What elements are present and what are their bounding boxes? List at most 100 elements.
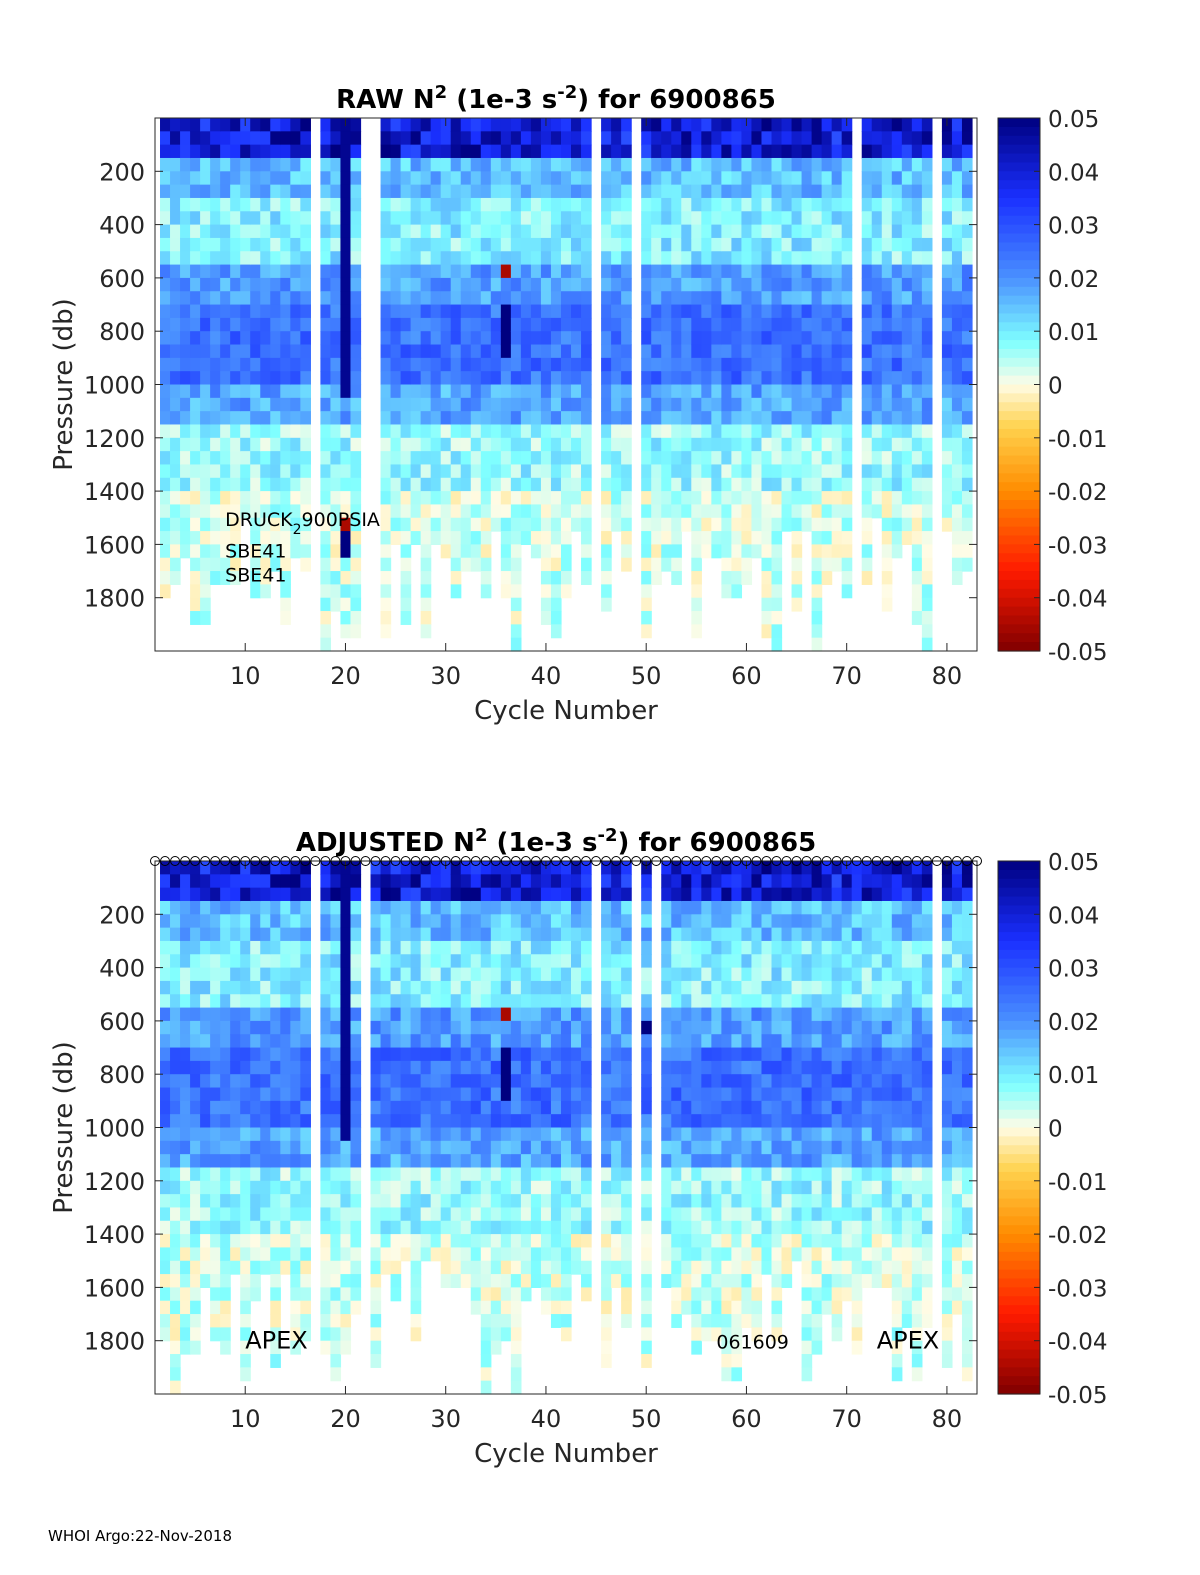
heatmap-cell bbox=[440, 1100, 452, 1115]
heatmap-cell bbox=[270, 927, 281, 942]
heatmap-cell bbox=[320, 1020, 332, 1035]
heatmap-cell bbox=[260, 1060, 271, 1075]
heatmap-cell bbox=[380, 861, 392, 875]
heatmap-cell bbox=[270, 224, 281, 239]
heatmap-cell bbox=[470, 1274, 482, 1288]
heatmap-cell bbox=[500, 437, 512, 452]
heatmap-cell bbox=[330, 1034, 342, 1049]
heatmap-cell bbox=[881, 477, 893, 492]
heatmap-cell bbox=[170, 131, 181, 146]
heatmap-cell bbox=[921, 517, 933, 532]
heatmap-cell bbox=[190, 927, 201, 942]
heatmap-cell bbox=[470, 1287, 482, 1302]
heatmap-cell bbox=[420, 1020, 432, 1035]
heatmap-cell bbox=[390, 1127, 402, 1142]
heatmap-cell bbox=[410, 1207, 422, 1222]
heatmap-cell bbox=[490, 411, 502, 426]
heatmap-cell bbox=[601, 994, 612, 1009]
heatmap-cell bbox=[951, 171, 963, 186]
heatmap-cell bbox=[160, 1327, 171, 1342]
heatmap-cell bbox=[210, 531, 221, 545]
heatmap-cell bbox=[180, 1100, 191, 1115]
heatmap-cell bbox=[210, 954, 221, 969]
heatmap-cell bbox=[290, 291, 301, 306]
heatmap-cell bbox=[681, 118, 692, 132]
heatmap-cell bbox=[340, 344, 352, 359]
heatmap-cell bbox=[661, 197, 672, 212]
heatmap-cell bbox=[220, 344, 231, 359]
heatmap-cell bbox=[240, 1287, 251, 1302]
heatmap-cell bbox=[490, 1060, 502, 1075]
heatmap-cell bbox=[540, 914, 552, 929]
y-tick-label: 400 bbox=[99, 212, 145, 240]
heatmap-cell bbox=[811, 1127, 823, 1142]
heatmap-cell bbox=[901, 277, 913, 292]
heatmap-cell bbox=[871, 277, 883, 292]
heatmap-cell bbox=[320, 1154, 332, 1169]
heatmap-cell bbox=[761, 1007, 773, 1022]
heatmap-cell bbox=[420, 491, 432, 506]
heatmap-cell bbox=[831, 384, 843, 399]
heatmap-cell bbox=[410, 1060, 422, 1075]
heatmap-cell bbox=[240, 397, 251, 412]
heatmap-cell bbox=[681, 251, 692, 266]
heatmap-cell bbox=[701, 118, 712, 132]
heatmap-cell bbox=[721, 251, 732, 266]
heatmap-cell bbox=[581, 900, 592, 915]
heatmap-cell bbox=[510, 1114, 522, 1129]
heatmap-cell bbox=[320, 1007, 332, 1022]
heatmap-cell bbox=[721, 980, 732, 995]
heatmap-cell bbox=[260, 994, 271, 1009]
heatmap-cell bbox=[841, 1234, 853, 1249]
heatmap-cell bbox=[530, 900, 542, 915]
heatmap-cell bbox=[410, 887, 422, 902]
heatmap-cell bbox=[691, 1114, 702, 1129]
heatmap-cell bbox=[581, 397, 592, 412]
heatmap-cell bbox=[470, 1234, 482, 1249]
heatmap-cell bbox=[621, 954, 632, 969]
heatmap-cell bbox=[500, 277, 512, 292]
heatmap-cell bbox=[921, 224, 933, 239]
heatmap-cell bbox=[160, 357, 171, 372]
heatmap-cell bbox=[190, 171, 201, 186]
heatmap-cell bbox=[440, 980, 452, 995]
heatmap-cell bbox=[480, 317, 492, 332]
heatmap-cell bbox=[210, 264, 221, 279]
heatmap-cell bbox=[611, 277, 622, 292]
heatmap-cell bbox=[410, 531, 422, 545]
heatmap-cell bbox=[220, 1100, 231, 1115]
heatmap-cell bbox=[420, 1047, 432, 1062]
heatmap-cell bbox=[260, 1047, 271, 1062]
heatmap-cell bbox=[350, 184, 362, 199]
heatmap-cell bbox=[751, 1087, 763, 1102]
heatmap-cell bbox=[330, 900, 342, 915]
heatmap-cell bbox=[781, 1074, 793, 1089]
heatmap-cell bbox=[180, 118, 191, 132]
heatmap-cell bbox=[751, 344, 763, 359]
heatmap-cell bbox=[941, 131, 953, 146]
heatmap-cell bbox=[460, 224, 472, 239]
heatmap-cell bbox=[300, 1114, 311, 1129]
heatmap-cell bbox=[540, 1007, 552, 1022]
heatmap-cell bbox=[180, 1114, 191, 1129]
heatmap-cell bbox=[771, 477, 783, 492]
heatmap-cell bbox=[320, 1207, 332, 1222]
heatmap-cell bbox=[370, 1340, 382, 1355]
heatmap-cell bbox=[711, 211, 722, 226]
heatmap-cell bbox=[380, 251, 392, 266]
heatmap-cell bbox=[771, 994, 783, 1009]
heatmap-cell bbox=[390, 504, 402, 519]
heatmap-cell bbox=[651, 331, 662, 346]
heatmap-cell bbox=[651, 344, 662, 359]
heatmap-cell bbox=[801, 954, 813, 969]
heatmap-cell bbox=[811, 980, 823, 995]
heatmap-cell bbox=[921, 277, 933, 292]
heatmap-cell bbox=[560, 491, 572, 506]
heatmap-cell bbox=[320, 131, 332, 146]
heatmap-cell bbox=[470, 144, 482, 159]
heatmap-cell bbox=[881, 131, 893, 146]
colorbar-swatch bbox=[998, 420, 1040, 430]
heatmap-cell bbox=[420, 197, 432, 212]
heatmap-cell bbox=[290, 171, 301, 186]
heatmap-cell bbox=[751, 184, 763, 199]
